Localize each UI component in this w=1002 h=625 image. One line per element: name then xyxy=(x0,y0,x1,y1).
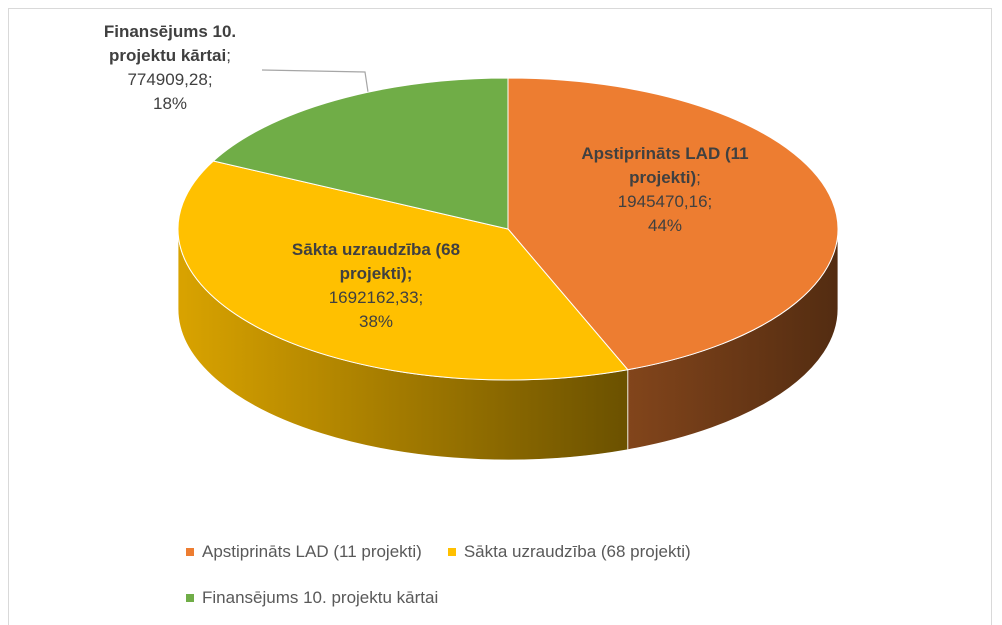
value-label: 1945470,16 xyxy=(617,192,708,211)
separator: ; xyxy=(707,192,713,211)
percentage-label: 44% xyxy=(647,216,683,235)
leader-line xyxy=(261,69,369,93)
value-label: 774909,28 xyxy=(127,70,208,89)
data-label-value-line: 1692162,33; xyxy=(286,286,466,310)
legend-label: Finansējums 10. projektu kārtai xyxy=(202,588,439,607)
legend-label: Apstiprināts LAD (11 projekti) xyxy=(202,542,422,561)
percentage-label: 38% xyxy=(358,312,394,331)
separator: ; xyxy=(418,288,424,307)
category-name: Apstiprināts LAD (11 projekti) xyxy=(581,144,749,187)
value-label: 1692162,33 xyxy=(328,288,419,307)
slice xyxy=(212,77,509,230)
separator: ; xyxy=(226,46,231,65)
legend-item: Sākta uzraudzība (68 projekti) xyxy=(447,540,691,564)
data-label-name-line: Apstiprināts LAD (11 projekti); xyxy=(580,142,750,190)
data-label-value-line: 774909,28; xyxy=(95,68,245,92)
data-label-value-line: 1945470,16; xyxy=(580,190,750,214)
legend-item: Apstiprināts LAD (11 projekti) xyxy=(186,540,422,564)
separator: ; xyxy=(207,70,213,89)
legend-swatch xyxy=(447,548,456,556)
legend-swatch xyxy=(186,594,194,602)
legend-item: Finansējums 10. projektu kārtai xyxy=(186,586,438,610)
legend-label: Sākta uzraudzība (68 projekti) xyxy=(463,542,691,561)
data-label: Sākta uzraudzība (68 projekti); 1692162,3… xyxy=(286,238,466,334)
data-label: Apstiprināts LAD (11 projekti); 1945470,1… xyxy=(580,142,750,238)
category-name: Sākta uzraudzība (68 projekti) xyxy=(291,240,461,283)
data-label: Finansējums 10. projektu kārtai; 774909,2… xyxy=(95,20,245,116)
slice xyxy=(507,77,839,371)
data-label-name-line: Finansējums 10. projektu kārtai; xyxy=(95,20,245,68)
legend: Apstiprināts LAD (11 projekti) Sākta uzra… xyxy=(186,540,866,610)
slice xyxy=(177,160,629,381)
legend-swatch xyxy=(186,548,194,556)
category-name: Finansējums 10. projektu kārtai xyxy=(103,22,237,65)
data-label-name-line: Sākta uzraudzība (68 projekti); xyxy=(286,238,466,286)
separator: ; xyxy=(696,168,701,187)
separator: ; xyxy=(406,264,413,283)
chart-frame xyxy=(8,8,992,625)
percentage-label: 18% xyxy=(152,94,188,113)
